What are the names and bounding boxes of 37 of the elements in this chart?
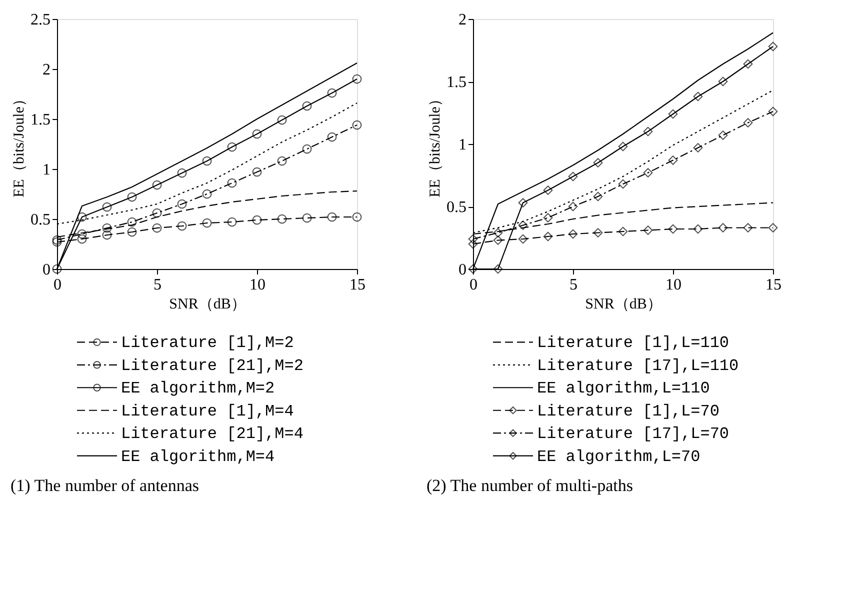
legend-label: Literature [1],M=2 bbox=[121, 334, 294, 352]
legend-label: Literature [1],L=110 bbox=[537, 334, 730, 352]
x-tick-label: 10 bbox=[250, 276, 266, 294]
legend-label: Literature [17],L=110 bbox=[537, 356, 739, 375]
y-tick-label: 0.5 bbox=[30, 212, 50, 228]
y-tick-label: 1.5 bbox=[446, 74, 466, 91]
y-tick-label: 2.5 bbox=[30, 12, 50, 28]
x-tick-label: 0 bbox=[54, 276, 62, 294]
y-tick-label: 1.5 bbox=[30, 112, 50, 128]
x-tick-label: 15 bbox=[350, 276, 366, 294]
y-tick-label: 1 bbox=[458, 136, 466, 154]
legend-label: EE algorithm,L=70 bbox=[537, 448, 700, 466]
legend-label: Literature [21],M=2 bbox=[121, 356, 304, 375]
text: (2) The number of multi-paths bbox=[426, 476, 633, 495]
legend-label: Literature [1],M=4 bbox=[121, 402, 294, 420]
y-tick-label: 2 bbox=[42, 62, 50, 78]
y-tick-label: 1 bbox=[42, 162, 50, 178]
y-axis-title: EE（bits/Joule） bbox=[428, 92, 444, 198]
y-tick-label: 0.5 bbox=[446, 199, 466, 216]
legend-label: Literature [1],L=70 bbox=[537, 402, 720, 420]
x-tick-label: 10 bbox=[666, 276, 682, 294]
text: (1) The number of antennas bbox=[10, 476, 200, 495]
legend-label: Literature [17],L=70 bbox=[537, 425, 730, 444]
y-tick-label: 2 bbox=[458, 12, 466, 28]
y-tick-label: 0 bbox=[458, 262, 466, 278]
legend-label: Literature [21],M=4 bbox=[121, 425, 304, 444]
y-tick-label: 0 bbox=[42, 262, 50, 278]
y-axis-title: EE（bits/Joule） bbox=[12, 92, 28, 198]
legend-label: EE algorithm,M=4 bbox=[121, 448, 275, 466]
legend-label: EE algorithm,L=110 bbox=[537, 380, 710, 398]
x-axis-title: SNR（dB） bbox=[169, 296, 246, 312]
legend-label: EE algorithm,M=2 bbox=[121, 380, 275, 398]
x-tick-label: 15 bbox=[766, 276, 782, 294]
x-tick-label: 5 bbox=[570, 276, 578, 294]
x-axis-title: SNR（dB） bbox=[585, 296, 662, 312]
x-tick-label: 5 bbox=[154, 276, 162, 294]
x-tick-label: 0 bbox=[470, 276, 478, 294]
